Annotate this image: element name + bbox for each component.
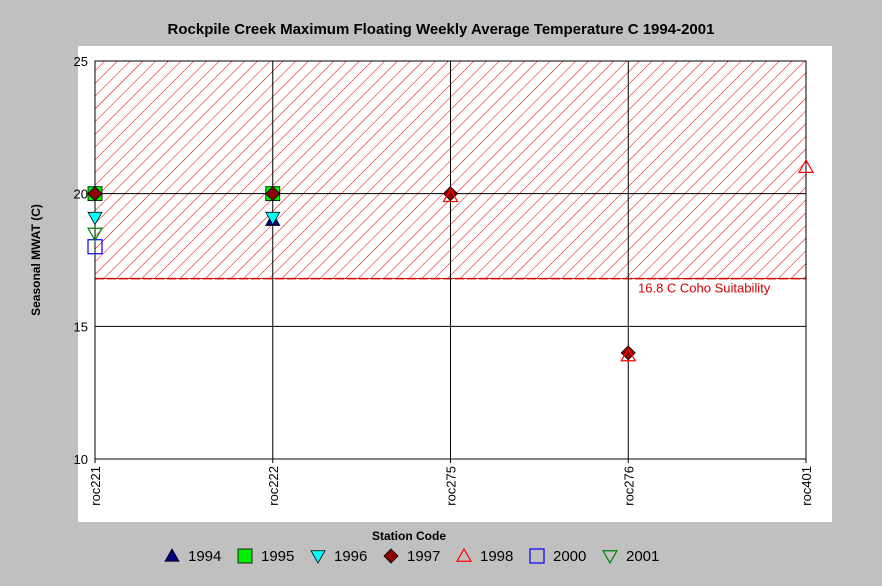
y-axis-title: Seasonal MWAT (C) [29, 204, 43, 316]
legend-item-1996: 1996 [310, 548, 367, 565]
threshold-label: 16.8 C Coho Suitability [638, 281, 771, 296]
legend-item-2000: 2000 [529, 548, 586, 565]
legend-label-1998: 1998 [480, 548, 513, 565]
legend-marker-1997 [383, 548, 399, 564]
legend-item-2001: 2001 [601, 548, 659, 565]
point-1998-roc275 [442, 188, 459, 203]
y-tick-label: 15 [74, 319, 88, 334]
x-tick-label: roc221 [88, 466, 103, 506]
point-1997-roc221 [87, 186, 103, 202]
legend-item-1995: 1995 [237, 548, 294, 565]
y-axis-ticks: 10 15 20 25 [74, 54, 88, 467]
x-axis-ticks: roc221 roc222 roc275 roc276 roc401 [88, 459, 814, 506]
legend-label-2001: 2001 [626, 548, 659, 565]
x-tick-label: roc222 [266, 466, 281, 506]
legend-marker-1995 [237, 548, 253, 564]
legend-item-1997: 1997 [383, 548, 440, 565]
data-points [86, 158, 815, 362]
legend-label-1997: 1997 [407, 548, 440, 565]
legend-label-1996: 1996 [334, 548, 367, 565]
x-tick-label: roc401 [799, 466, 814, 506]
legend-marker-1994 [164, 548, 180, 562]
legend-item-1998: 1998 [455, 547, 513, 565]
y-tick-label: 10 [74, 452, 88, 467]
chart-title: Rockpile Creek Maximum Floating Weekly A… [168, 21, 715, 38]
legend-item-1994: 1994 [164, 548, 221, 565]
legend-marker-1996 [310, 550, 326, 564]
legend-marker-2001 [601, 550, 619, 565]
legend-label-1994: 1994 [188, 548, 221, 565]
x-axis-title: Station Code [372, 529, 446, 543]
point-1996-roc221 [87, 211, 103, 226]
legend-label-1995: 1995 [261, 548, 294, 565]
point-1997-roc276 [620, 345, 636, 361]
point-1998-roc401 [797, 158, 815, 173]
x-tick-label: roc276 [621, 466, 636, 506]
legend-marker-2000 [529, 548, 545, 564]
point-1997-roc222 [265, 186, 281, 202]
y-tick-label: 25 [74, 54, 88, 69]
point-1996-roc222 [265, 211, 281, 226]
point-1998-roc276 [620, 347, 637, 362]
legend: 1994 1995 1996 1997 1998 2000 2001 [164, 547, 659, 565]
legend-marker-1998 [455, 547, 473, 562]
legend-label-2000: 2000 [553, 548, 586, 565]
y-tick-label: 20 [74, 187, 88, 202]
point-2001-roc221 [86, 227, 104, 242]
x-tick-label: roc275 [444, 466, 459, 506]
point-1997-roc275 [442, 186, 459, 202]
